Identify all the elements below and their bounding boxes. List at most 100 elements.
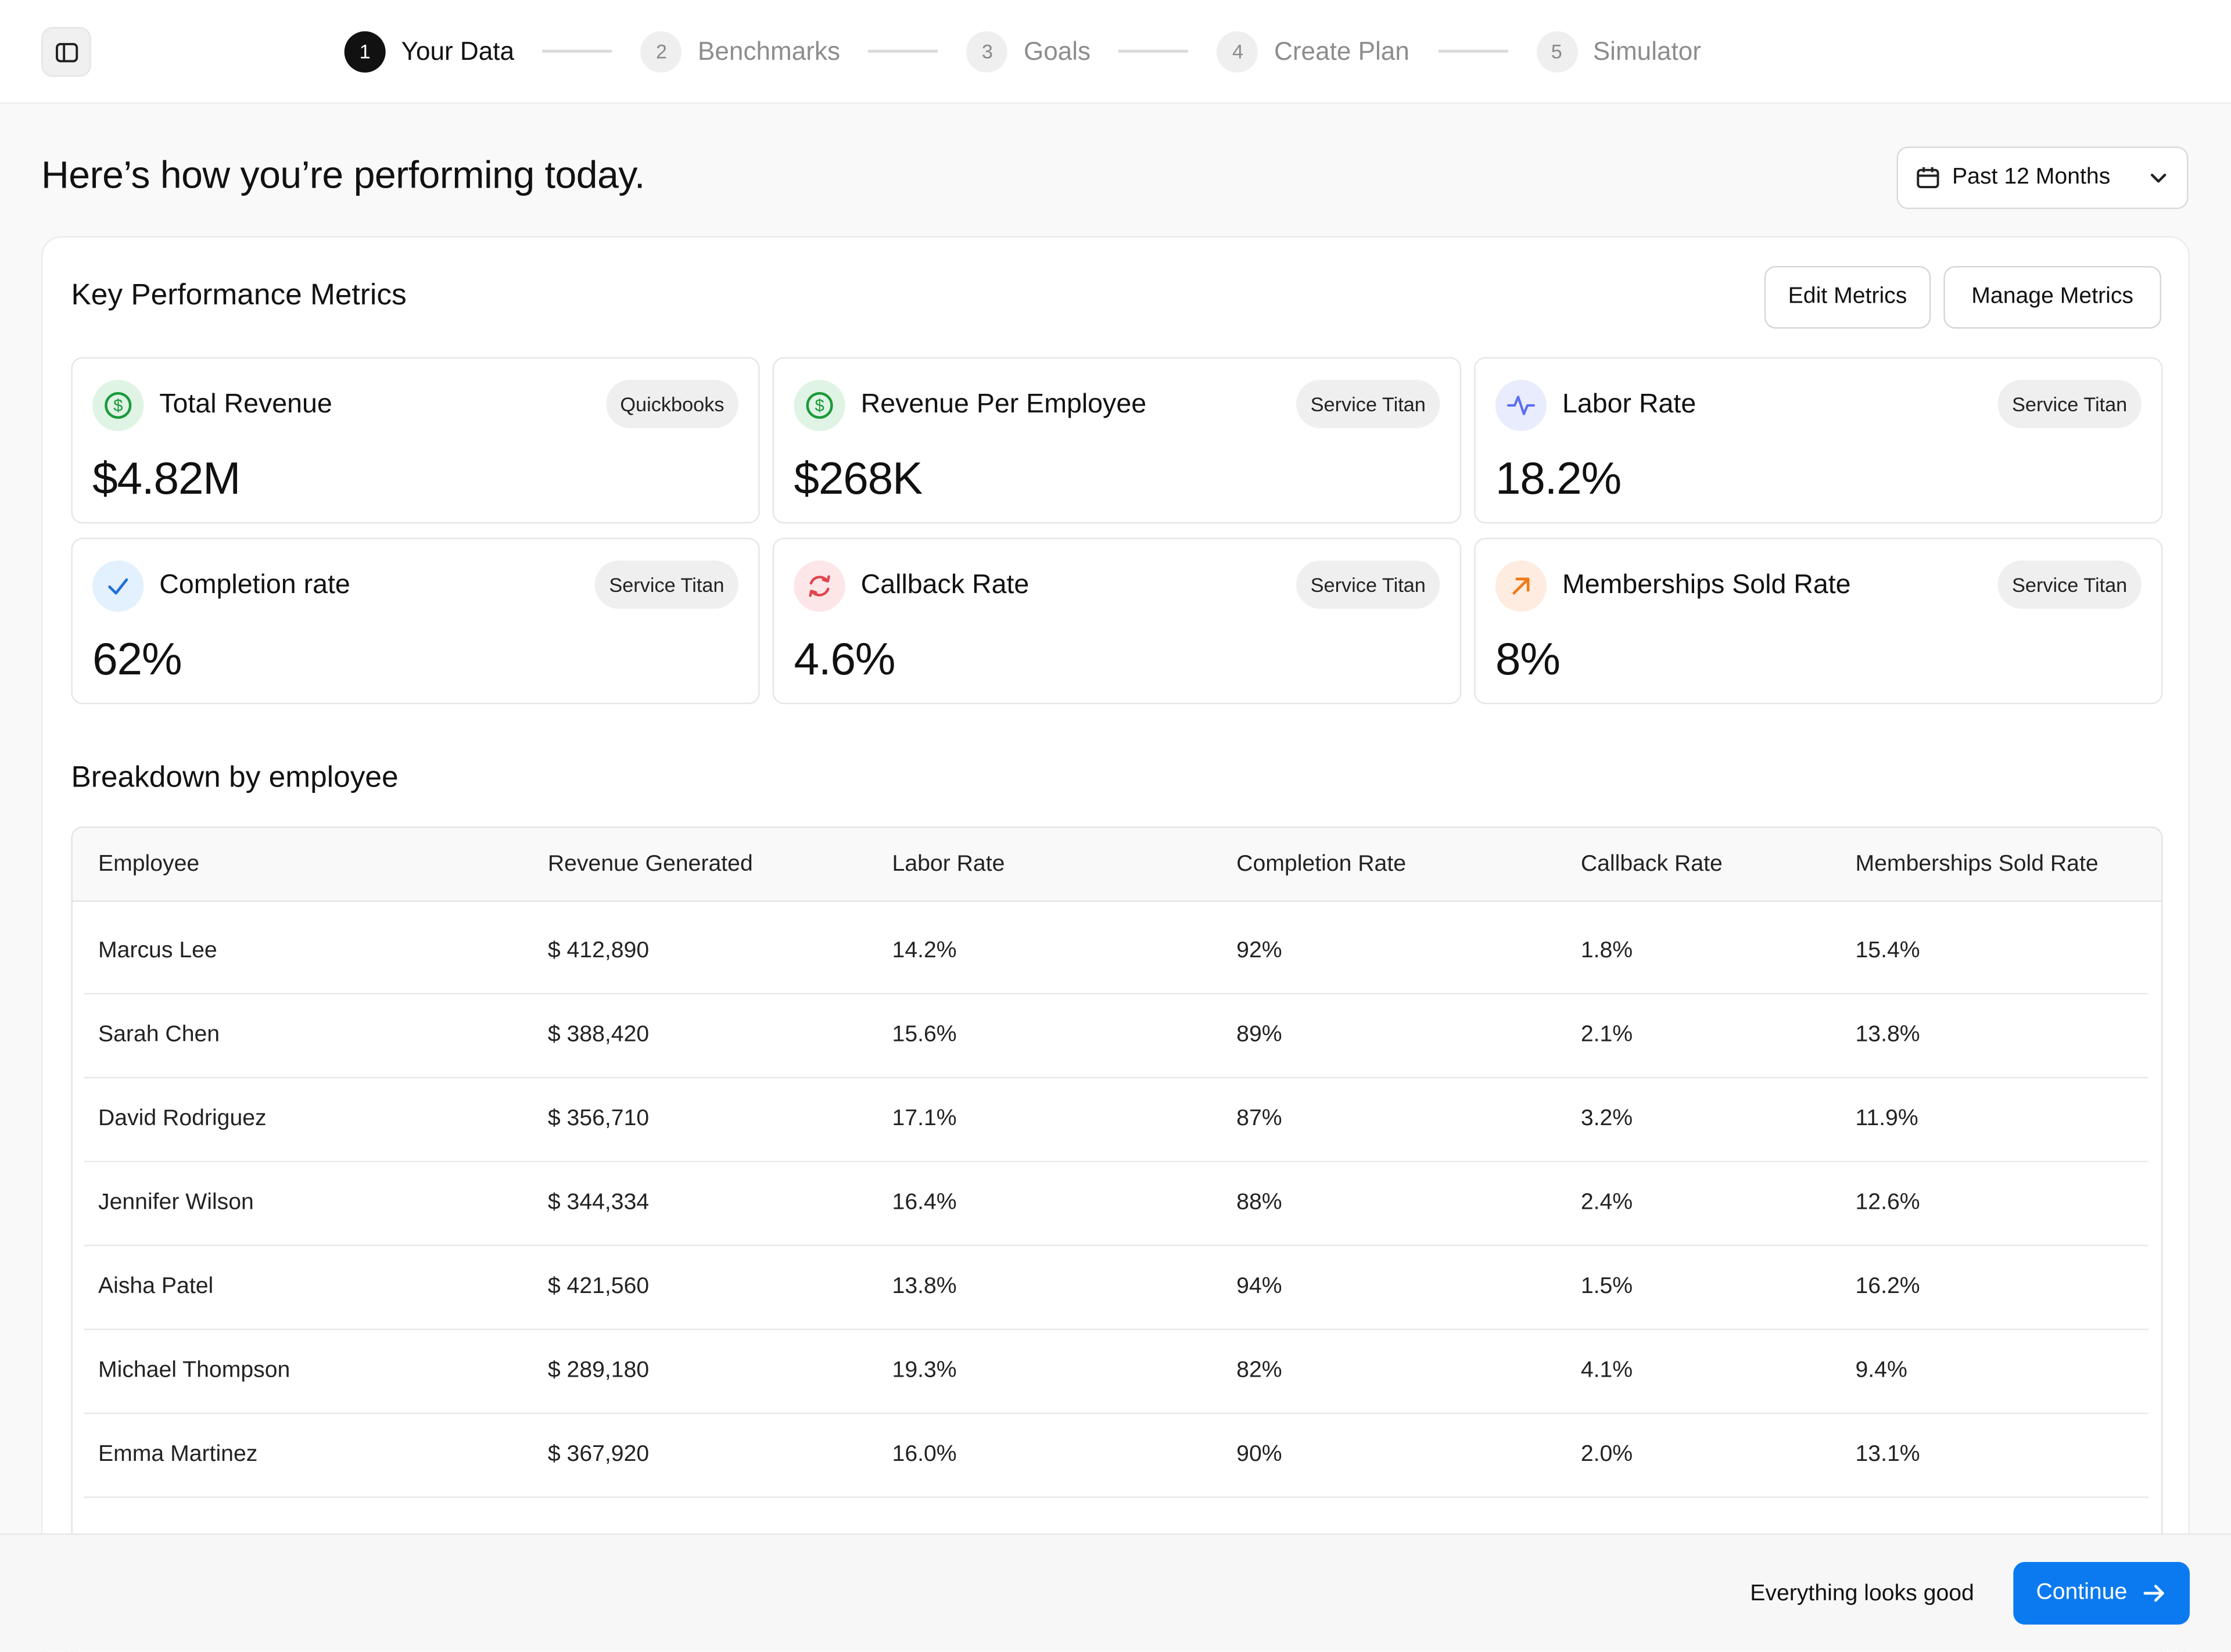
step-connector [868, 49, 939, 53]
cell-callback-rate: 2.4% [1580, 1190, 1633, 1215]
source-badge: Service Titan [1296, 560, 1440, 609]
chevron-down-icon [2150, 174, 2167, 183]
cell-callback-rate: 4.1% [1580, 1358, 1633, 1383]
check-icon [92, 560, 144, 612]
step-label: Goals [1023, 36, 1091, 65]
column-header[interactable]: Callback Rate [1580, 852, 1723, 877]
table-row[interactable]: Marcus Lee $ 412,890 14.2% 92% 1.8% 15.4… [84, 910, 2148, 994]
cell-callback-rate: 1.8% [1580, 939, 1633, 963]
table-row[interactable]: Aisha Patel $ 421,560 13.8% 94% 1.5% 16.… [84, 1246, 2148, 1330]
continue-button[interactable]: Continue [2013, 1562, 2190, 1625]
cell-callback-rate: 2.0% [1580, 1442, 1633, 1467]
step-connector [1119, 49, 1189, 53]
cell-labor-rate: 16.4% [892, 1190, 957, 1215]
step-label: Simulator [1592, 36, 1701, 65]
cell-memberships-rate: 13.1% [1855, 1442, 1920, 1467]
step-number: 1 [344, 30, 386, 72]
sidebar-toggle-button[interactable] [41, 27, 91, 77]
metric-completion-rate[interactable]: Completion rate Service Titan 62% [71, 537, 760, 705]
source-badge: Service Titan [1997, 379, 2142, 429]
cell-labor-rate: 14.2% [892, 939, 957, 963]
cell-completion-rate: 88% [1236, 1190, 1282, 1215]
cell-revenue: $ 289,180 [547, 1358, 650, 1383]
cell-employee: Emma Martinez [98, 1442, 258, 1467]
metric-total-revenue[interactable]: $ Total Revenue Quickbooks $4.82M [71, 357, 760, 524]
date-range-select[interactable]: Past 12 Months [1896, 146, 2189, 210]
metric-value: 62% [92, 633, 182, 684]
step-your-data[interactable]: 1 Your Data [344, 30, 515, 72]
cell-labor-rate: 13.8% [892, 1274, 957, 1299]
cell-memberships-rate: 13.8% [1855, 1022, 1920, 1047]
step-number: 2 [641, 30, 683, 72]
cell-memberships-rate: 15.4% [1855, 939, 1920, 963]
cell-employee: David Rodriguez [98, 1107, 267, 1131]
column-header[interactable]: Employee [98, 852, 200, 877]
column-header[interactable]: Completion Rate [1236, 852, 1407, 877]
cell-revenue: $ 344,334 [547, 1190, 650, 1215]
metric-label: Total Revenue [159, 390, 332, 420]
column-header[interactable]: Memberships Sold Rate [1855, 852, 2099, 877]
step-number: 3 [966, 30, 1009, 72]
cell-revenue: $ 367,920 [547, 1442, 650, 1467]
table-row[interactable]: Sarah Chen $ 388,420 15.6% 89% 2.1% 13.8… [84, 994, 2148, 1079]
cell-completion-rate: 90% [1236, 1442, 1282, 1467]
footer-bar: Everything looks good Continue [0, 1534, 2231, 1652]
metric-revenue-per-employee[interactable]: $ Revenue Per Employee Service Titan $26… [772, 357, 1462, 524]
cell-employee: Michael Thompson [98, 1358, 290, 1383]
table-row[interactable]: Michael Thompson $ 289,180 19.3% 82% 4.1… [84, 1330, 2148, 1414]
cell-completion-rate: 94% [1236, 1274, 1282, 1299]
table-row[interactable]: David Rodriguez $ 356,710 17.1% 87% 3.2%… [84, 1078, 2148, 1162]
cell-labor-rate: 19.3% [892, 1358, 957, 1383]
step-create-plan[interactable]: 4 Create Plan [1217, 30, 1409, 72]
source-badge: Service Titan [1296, 379, 1440, 429]
cell-revenue: $ 412,890 [547, 939, 650, 963]
cell-completion-rate: 92% [1236, 939, 1282, 963]
continue-label: Continue [2036, 1580, 2128, 1605]
employee-table: Employee Revenue Generated Labor Rate Co… [71, 826, 2163, 1652]
svg-text:$: $ [113, 396, 123, 415]
cell-labor-rate: 17.1% [892, 1107, 957, 1131]
manage-metrics-button[interactable]: Manage Metrics [1943, 265, 2162, 329]
step-simulator[interactable]: 5 Simulator [1536, 30, 1701, 72]
metric-value: 18.2% [1495, 452, 1622, 504]
top-bar: 1 Your Data 2 Benchmarks 3 Goals 4 Creat… [0, 0, 2231, 104]
step-label: Your Data [401, 36, 515, 65]
cell-callback-rate: 2.1% [1580, 1022, 1633, 1047]
metric-label: Completion rate [159, 570, 350, 601]
cell-completion-rate: 89% [1236, 1022, 1282, 1047]
metric-value: 4.6% [794, 633, 896, 684]
column-header[interactable]: Labor Rate [892, 852, 1005, 877]
metrics-grid: $ Total Revenue Quickbooks $4.82M $ Reve… [71, 357, 2163, 705]
step-label: Create Plan [1274, 36, 1409, 65]
table-row[interactable]: Jennifer Wilson $ 344,334 16.4% 88% 2.4%… [84, 1162, 2148, 1247]
cell-labor-rate: 16.0% [892, 1442, 957, 1467]
cell-memberships-rate: 16.2% [1855, 1274, 1920, 1299]
cell-callback-rate: 1.5% [1580, 1274, 1633, 1299]
metric-labor-rate[interactable]: Labor Rate Service Titan 18.2% [1474, 357, 2163, 524]
step-benchmarks[interactable]: 2 Benchmarks [641, 30, 840, 72]
cell-employee: Marcus Lee [98, 939, 217, 963]
source-badge: Service Titan [594, 560, 739, 609]
metric-value: 8% [1495, 633, 1561, 684]
table-row[interactable]: Emma Martinez $ 367,920 16.0% 90% 2.0% 1… [84, 1414, 2148, 1498]
column-header[interactable]: Revenue Generated [547, 852, 753, 877]
step-number: 5 [1536, 30, 1577, 72]
svg-text:$: $ [815, 396, 824, 415]
metric-callback-rate[interactable]: Callback Rate Service Titan 4.6% [772, 537, 1462, 705]
activity-icon [1495, 379, 1547, 432]
cell-memberships-rate: 12.6% [1855, 1190, 1920, 1215]
cell-revenue: $ 388,420 [547, 1022, 650, 1047]
step-number: 4 [1217, 30, 1259, 72]
calendar-icon [1917, 167, 1939, 189]
metric-label: Labor Rate [1562, 390, 1696, 420]
step-goals[interactable]: 3 Goals [966, 30, 1091, 72]
cell-employee: Sarah Chen [98, 1022, 220, 1047]
metric-memberships-sold-rate[interactable]: Memberships Sold Rate Service Titan 8% [1474, 537, 2163, 705]
page-title: Here’s how you’re performing today. [41, 153, 645, 196]
dollar-icon: $ [92, 379, 144, 432]
cell-labor-rate: 15.6% [892, 1022, 957, 1047]
edit-metrics-button[interactable]: Edit Metrics [1764, 265, 1931, 329]
metric-label: Revenue Per Employee [860, 390, 1147, 420]
metric-label: Memberships Sold Rate [1562, 570, 1851, 601]
step-connector [1437, 49, 1508, 53]
